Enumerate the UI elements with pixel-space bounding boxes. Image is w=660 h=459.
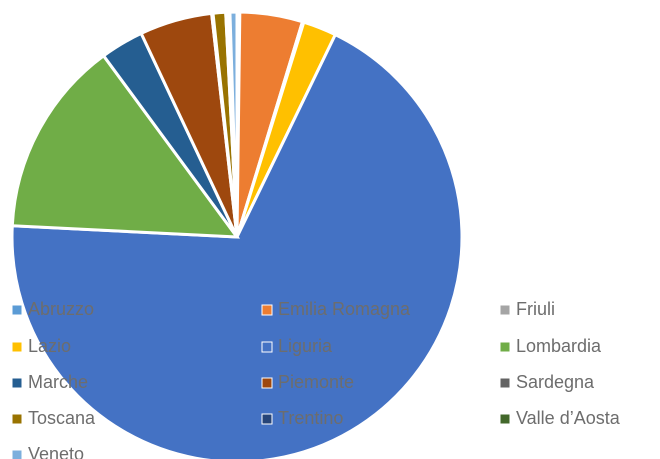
legend-marker — [499, 341, 511, 353]
legend-label: Lombardia — [516, 336, 602, 356]
legend-label: Valle d’Aosta — [516, 408, 621, 428]
legend-label: Marche — [28, 372, 88, 392]
legend-marker — [11, 377, 23, 389]
legend-marker — [499, 304, 511, 316]
legend-label: Friuli — [516, 299, 555, 319]
legend-label: Liguria — [278, 336, 333, 356]
pie-slice — [10, 32, 464, 459]
legend-label: Veneto — [28, 444, 84, 459]
legend-label: Lazio — [28, 336, 71, 356]
legend-marker — [261, 304, 273, 316]
pie-slice — [10, 53, 241, 239]
legend-label: Piemonte — [278, 372, 354, 392]
legend-marker — [261, 413, 273, 425]
legend-marker — [11, 413, 23, 425]
legend-label: Toscana — [28, 408, 96, 428]
legend-label: Emilia Romagna — [278, 299, 411, 319]
legend-label: Sardegna — [516, 372, 595, 392]
legend-marker — [261, 377, 273, 389]
legend-marker — [499, 413, 511, 425]
legend-label: Trentino — [278, 408, 343, 428]
legend-marker — [261, 341, 273, 353]
legend-marker — [11, 304, 23, 316]
legend-marker — [11, 341, 23, 353]
legend-label: Abruzzo — [28, 299, 94, 319]
legend-marker — [499, 377, 511, 389]
legend-marker — [11, 449, 23, 459]
pie-slice — [228, 10, 239, 238]
